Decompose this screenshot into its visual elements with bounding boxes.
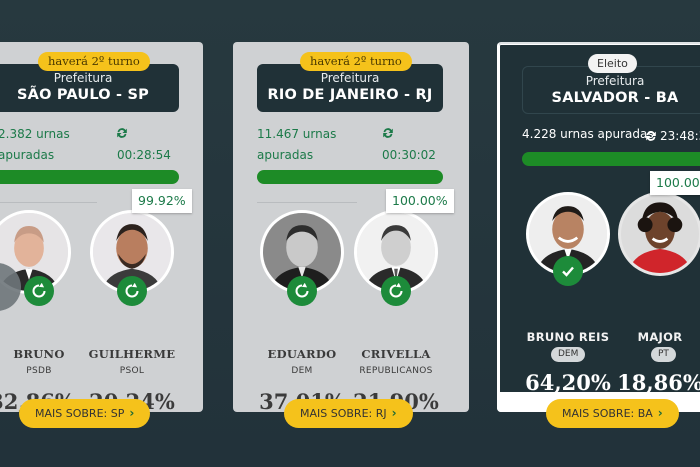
last-update-time: 23:48:3 xyxy=(660,129,700,143)
candidate-name: CRIVELLA xyxy=(361,347,431,361)
office-label: Prefeitura xyxy=(585,74,645,88)
urnas-line-2: apuradas xyxy=(257,148,314,162)
candidate-party: PSOL xyxy=(119,366,145,376)
more-about-button[interactable]: MAIS SOBRE: BA › xyxy=(546,399,679,428)
refresh-icon[interactable] xyxy=(644,128,658,142)
apuracao-progress-bar xyxy=(257,170,443,184)
elected-check-icon xyxy=(553,256,583,286)
candidate-party: DEM xyxy=(551,347,586,362)
more-about-button[interactable]: MAIS SOBRE: RJ › xyxy=(284,399,413,428)
candidate-name: MAJOR xyxy=(637,330,683,344)
result-card-ba: Eleito Prefeitura SALVADOR - BA 4.228 ur… xyxy=(497,42,700,428)
second-round-icon xyxy=(117,276,147,306)
candidate-party: PSDB xyxy=(26,366,52,376)
second-round-badge: haverá 2º turno xyxy=(38,52,150,71)
apuracao-percent: 100.00 xyxy=(650,171,700,195)
refresh-icon[interactable] xyxy=(115,125,129,139)
more-about-button[interactable]: MAIS SOBRE: SP › xyxy=(19,399,151,428)
carousel-prev-handle[interactable] xyxy=(0,263,21,311)
urnas-line-1: 2.382 urnas xyxy=(0,127,70,141)
elected-badge: Eleito xyxy=(588,54,637,73)
second-round-icon xyxy=(24,276,54,306)
apuracao-progress-bar xyxy=(0,170,179,184)
urnas-count: 2.382 urnas apuradas xyxy=(0,124,70,166)
urnas-line-1: 11.467 urnas xyxy=(257,127,337,141)
chevron-right-icon: › xyxy=(657,406,663,420)
apuracao-percent: 100.00% xyxy=(386,189,454,213)
city-header: Prefeitura RIO DE JANEIRO - RJ xyxy=(257,64,443,112)
last-update-time: 00:30:02 xyxy=(382,148,436,162)
candidate-percent: 64,20% xyxy=(525,370,611,395)
more-about-label: MAIS SOBRE: BA xyxy=(562,407,653,420)
urnas-line-2: apuradas xyxy=(0,148,55,162)
candidate-photo xyxy=(526,192,610,276)
last-update-time: 00:28:54 xyxy=(117,148,171,162)
more-about-label: MAIS SOBRE: SP xyxy=(35,407,125,420)
city-header: Prefeitura SALVADOR - BA xyxy=(522,66,700,114)
candidate-name: GUILHERME xyxy=(88,347,176,361)
urnas-line-1: 4.228 urnas apuradas xyxy=(522,127,654,141)
office-label: Prefeitura xyxy=(320,71,380,85)
second-round-icon xyxy=(287,276,317,306)
apuracao-percent: 99.92% xyxy=(132,189,192,213)
result-card-sp: haverá 2º turno Prefeitura SÃO PAULO - S… xyxy=(0,42,203,428)
city-name: RIO DE JANEIRO - RJ xyxy=(267,87,433,103)
urnas-count: 11.467 urnas apuradas xyxy=(257,124,336,166)
result-card-rj: haverá 2º turno Prefeitura RIO DE JANEIR… xyxy=(233,42,469,428)
second-round-badge: haverá 2º turno xyxy=(300,52,412,71)
candidate-percent: 18,86% xyxy=(617,370,700,395)
refresh-icon[interactable] xyxy=(381,125,395,139)
divider xyxy=(257,202,357,203)
city-name: SÃO PAULO - SP xyxy=(17,87,149,103)
office-label: Prefeitura xyxy=(53,71,113,85)
more-about-label: MAIS SOBRE: RJ xyxy=(300,407,387,420)
candidate-name: EDUARDO xyxy=(267,347,337,361)
city-header: Prefeitura SÃO PAULO - SP xyxy=(0,64,179,112)
candidate-photo xyxy=(354,210,438,294)
candidate-name: BRUNO xyxy=(13,347,65,361)
candidate-name: BRUNO REIS xyxy=(526,330,610,344)
apuracao-progress-bar xyxy=(522,152,700,166)
chevron-right-icon: › xyxy=(129,406,135,420)
candidate-photo xyxy=(0,210,71,294)
chevron-right-icon: › xyxy=(391,406,397,420)
candidate-photo xyxy=(618,192,700,276)
candidate-party: DEM xyxy=(291,366,313,376)
city-name: SALVADOR - BA xyxy=(551,90,679,106)
divider xyxy=(0,202,97,203)
urnas-count: 4.228 urnas apuradas xyxy=(522,124,654,145)
candidate-party: PT xyxy=(651,347,676,362)
second-round-icon xyxy=(381,276,411,306)
candidate-party: REPUBLICANOS xyxy=(359,366,433,376)
